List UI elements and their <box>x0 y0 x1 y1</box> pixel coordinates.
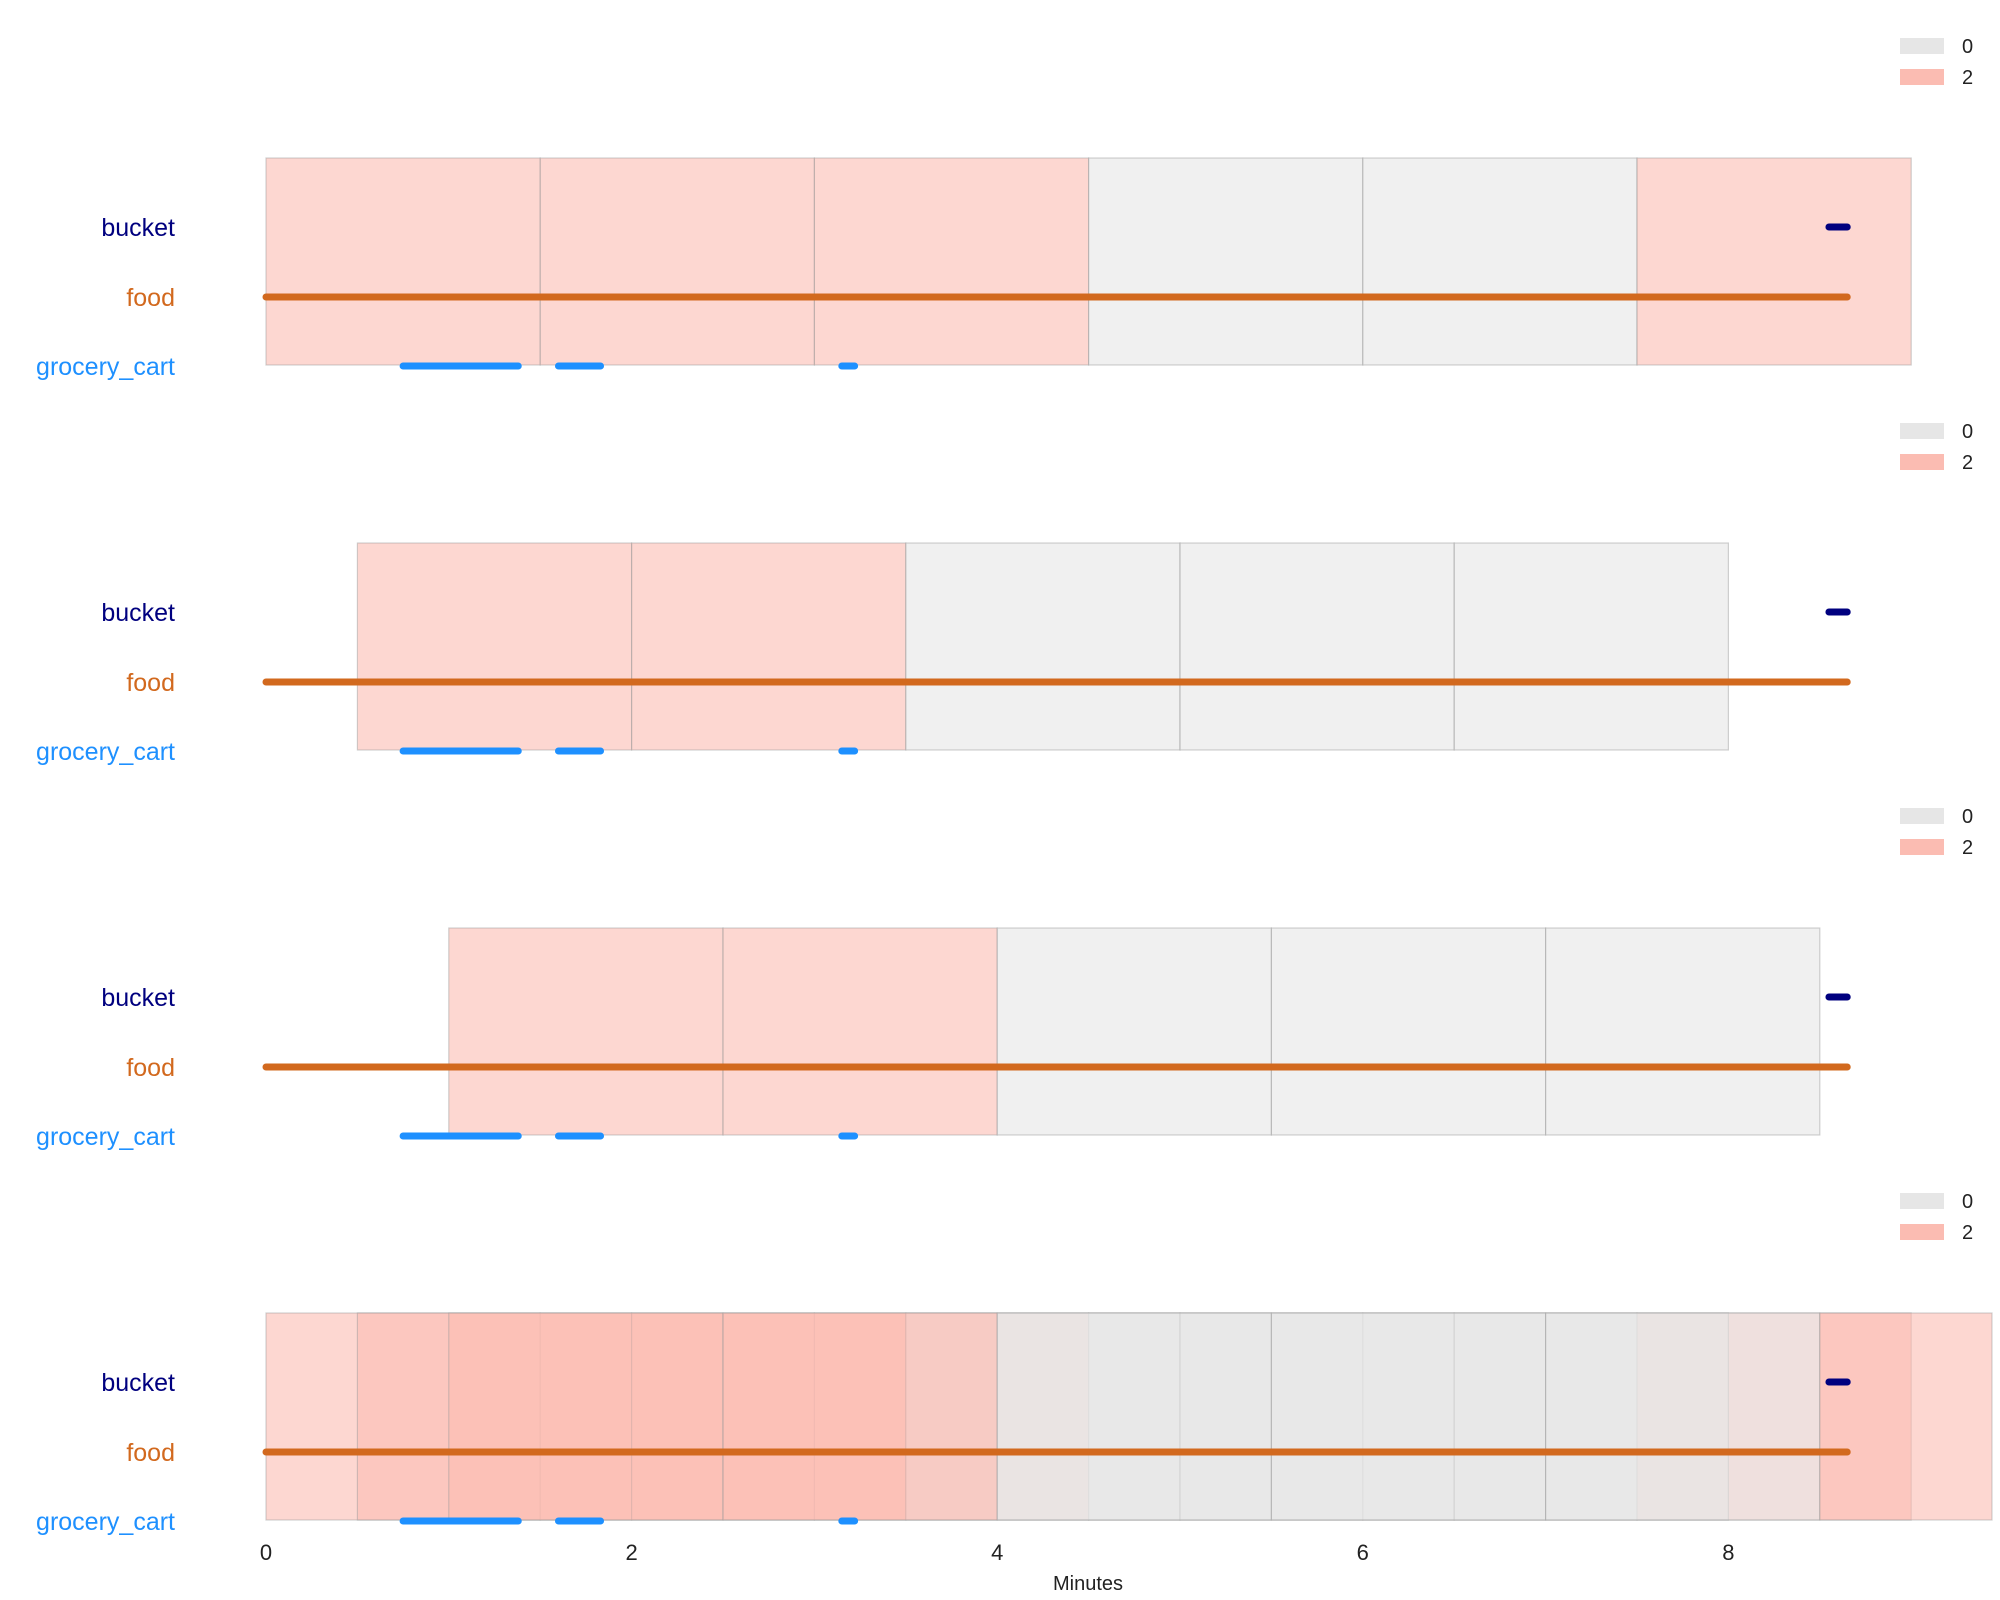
window-0 <box>1087 157 1364 366</box>
panel-4: bucket food grocery_cart 0 2 <box>36 1191 1993 1536</box>
legend-label-2: 2 <box>1962 837 1973 859</box>
window-0 <box>1270 927 1547 1136</box>
x-tick-label: 8 <box>1722 1540 1734 1565</box>
row-label-food: food <box>126 1054 175 1082</box>
legend-swatch-2 <box>1900 839 1944 855</box>
panel-2: bucket food grocery_cart 0 2 <box>36 421 1973 766</box>
window-0 <box>1453 542 1729 751</box>
x-axis-label: Minutes <box>1053 1573 1123 1595</box>
legend-label-0: 0 <box>1962 806 1973 828</box>
window-2 <box>539 157 816 366</box>
window-2 <box>1819 1312 1993 1521</box>
legend-label-2: 2 <box>1962 1222 1973 1244</box>
x-tick-label: 2 <box>625 1540 637 1565</box>
window-0 <box>1362 157 1638 366</box>
window-0 <box>996 1312 1273 1521</box>
legend-label-0: 0 <box>1962 421 1973 443</box>
legend-label-0: 0 <box>1962 1191 1973 1213</box>
window-0 <box>1179 542 1455 751</box>
window-2 <box>630 542 907 751</box>
window-0 <box>996 927 1273 1136</box>
x-tick-label: 6 <box>1357 1540 1369 1565</box>
window-2 <box>813 157 1090 366</box>
row-label-food: food <box>126 1439 175 1467</box>
row-label-bucket: bucket <box>101 599 175 627</box>
window-2 <box>722 1312 998 1521</box>
window-2 <box>356 542 633 751</box>
row-label-food: food <box>126 284 175 312</box>
window-2 <box>448 1312 724 1521</box>
legend-swatch-2 <box>1900 69 1944 85</box>
window-0 <box>1544 927 1821 1136</box>
row-label-grocery_cart: grocery_cart <box>36 353 175 381</box>
panel-3: bucket food grocery_cart 0 2 <box>36 806 1973 1151</box>
window-0 <box>905 542 1181 751</box>
legend-swatch-0 <box>1900 38 1944 54</box>
row-label-bucket: bucket <box>101 1369 175 1397</box>
row-label-food: food <box>126 669 175 697</box>
legend-swatch-0 <box>1900 1193 1944 1209</box>
legend-label-2: 2 <box>1962 67 1973 89</box>
window-2 <box>448 927 724 1136</box>
row-label-grocery_cart: grocery_cart <box>36 738 175 766</box>
x-tick-label: 4 <box>991 1540 1003 1565</box>
window-0 <box>1270 1312 1547 1521</box>
row-label-grocery_cart: grocery_cart <box>36 1123 175 1151</box>
row-label-grocery_cart: grocery_cart <box>36 1508 175 1536</box>
x-tick-label: 0 <box>260 1540 272 1565</box>
legend-swatch-0 <box>1900 423 1944 439</box>
legend-swatch-2 <box>1900 1224 1944 1240</box>
window-2 <box>1636 157 1912 366</box>
window-2 <box>722 927 998 1136</box>
legend-label-2: 2 <box>1962 452 1973 474</box>
legend-swatch-0 <box>1900 808 1944 824</box>
window-2 <box>265 157 541 366</box>
row-label-bucket: bucket <box>101 214 175 242</box>
legend-label-0: 0 <box>1962 36 1973 58</box>
window-0 <box>1544 1312 1821 1521</box>
row-label-bucket: bucket <box>101 984 175 1012</box>
legend-swatch-2 <box>1900 454 1944 470</box>
panel-1: bucket food grocery_cart 0 2 <box>36 36 1973 381</box>
